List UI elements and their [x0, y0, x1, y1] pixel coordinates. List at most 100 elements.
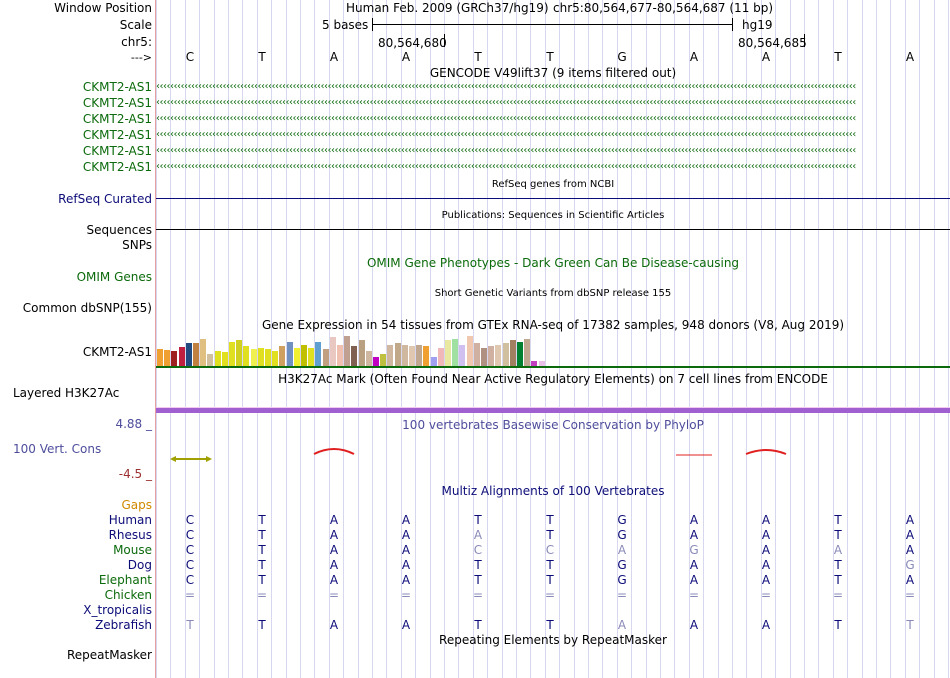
repeatmasker-label[interactable]: RepeatMasker — [66, 648, 152, 662]
alignment-base: T — [906, 618, 914, 632]
refseq-label[interactable]: RefSeq Curated — [58, 192, 152, 206]
gtex-tissue-bar[interactable] — [293, 348, 300, 366]
gtex-tissue-bar[interactable] — [229, 342, 235, 366]
gtex-tissue-bar[interactable] — [265, 349, 271, 366]
refseq-gene-line[interactable] — [156, 198, 950, 199]
gtex-tissue-bar[interactable] — [365, 351, 372, 366]
gtex-tissue-bar[interactable] — [308, 348, 315, 366]
alignment-base: T — [834, 573, 842, 587]
gtex-tissue-bar[interactable] — [279, 346, 286, 366]
alignment-base: T — [474, 558, 482, 572]
gtex-tissue-bar[interactable] — [437, 348, 444, 366]
gencode-item-label[interactable]: CKMT2-AS1 — [82, 128, 152, 142]
gtex-tissue-bar[interactable] — [178, 347, 185, 366]
gtex-expression-bars[interactable] — [156, 332, 950, 366]
gtex-tissue-bar[interactable] — [214, 351, 221, 366]
alignment-base: A — [329, 513, 339, 527]
species-label-rhesus[interactable]: Rhesus — [108, 528, 152, 542]
gtex-tissue-bar[interactable] — [430, 357, 437, 366]
gtex-tissue-bar[interactable] — [351, 346, 358, 366]
alignment-base: A — [329, 528, 339, 542]
gtex-tissue-bar[interactable] — [380, 354, 387, 366]
gtex-tissue-bar[interactable] — [301, 345, 307, 366]
gtex-tissue-bar[interactable] — [272, 351, 279, 366]
h3k27ac-signal[interactable] — [156, 407, 950, 413]
gtex-tissue-bar[interactable] — [243, 346, 250, 366]
gtex-tissue-bar[interactable] — [322, 349, 329, 366]
gtex-tissue-bar[interactable] — [200, 339, 207, 366]
gtex-tissue-bar[interactable] — [466, 336, 473, 366]
gtex-tissue-bar[interactable] — [164, 350, 171, 366]
gtex-tissue-bar[interactable] — [481, 348, 487, 366]
gencode-transcript[interactable]: ‹‹‹‹‹‹‹‹‹‹‹‹‹‹‹‹‹‹‹‹‹‹‹‹‹‹‹‹‹‹‹‹‹‹‹‹‹‹‹‹… — [156, 113, 856, 124]
phylop-plot[interactable] — [156, 440, 950, 470]
gencode-item-label[interactable]: CKMT2-AS1 — [82, 96, 152, 110]
gtex-tissue-bar[interactable] — [257, 348, 264, 366]
gtex-tissue-bar[interactable] — [157, 349, 163, 366]
gencode-transcript[interactable]: ‹‹‹‹‹‹‹‹‹‹‹‹‹‹‹‹‹‹‹‹‹‹‹‹‹‹‹‹‹‹‹‹‹‹‹‹‹‹‹‹… — [156, 81, 856, 92]
gtex-tissue-bar[interactable] — [344, 336, 351, 366]
gtex-tissue-bar[interactable] — [387, 345, 394, 366]
species-label-elephant[interactable]: Elephant — [98, 573, 152, 587]
gtex-tissue-bar[interactable] — [416, 345, 423, 366]
snps-label[interactable]: SNPs — [122, 238, 152, 252]
gtex-tissue-bar[interactable] — [409, 346, 415, 366]
gtex-tissue-bar[interactable] — [445, 340, 451, 366]
gtex-tissue-bar[interactable] — [286, 342, 293, 366]
gtex-tissue-bar[interactable] — [236, 340, 243, 366]
species-label-zebrafish[interactable]: Zebrafish — [95, 618, 152, 632]
gtex-tissue-bar[interactable] — [423, 346, 430, 366]
gtex-tissue-bar[interactable] — [315, 342, 322, 366]
species-label-chicken[interactable]: Chicken — [104, 588, 152, 602]
gtex-tissue-bar[interactable] — [531, 361, 538, 366]
alignment-base: A — [617, 618, 627, 632]
gtex-tissue-bar[interactable] — [373, 357, 379, 366]
gtex-tissue-bar[interactable] — [524, 339, 531, 366]
strand-label[interactable]: ---> — [130, 51, 152, 64]
gencode-transcript[interactable]: ‹‹‹‹‹‹‹‹‹‹‹‹‹‹‹‹‹‹‹‹‹‹‹‹‹‹‹‹‹‹‹‹‹‹‹‹‹‹‹‹… — [156, 145, 856, 156]
publications-line[interactable] — [156, 229, 950, 230]
gencode-transcript[interactable]: ‹‹‹‹‹‹‹‹‹‹‹‹‹‹‹‹‹‹‹‹‹‹‹‹‹‹‹‹‹‹‹‹‹‹‹‹‹‹‹‹… — [156, 161, 856, 172]
gtex-tissue-bar[interactable] — [517, 342, 523, 366]
gtex-tissue-bar[interactable] — [452, 339, 459, 366]
gtex-tissue-bar[interactable] — [488, 346, 495, 366]
phylop-label[interactable]: 100 Vert. Cons — [13, 442, 102, 456]
species-label-mouse[interactable]: Mouse — [113, 543, 152, 557]
gtex-tissue-bar[interactable] — [185, 343, 192, 366]
gtex-tissue-bar[interactable] — [509, 340, 516, 366]
alignment-base: = — [400, 588, 412, 602]
gtex-tissue-bar[interactable] — [358, 340, 365, 366]
gencode-item-label[interactable]: CKMT2-AS1 — [82, 144, 152, 158]
gaps-label[interactable]: Gaps — [121, 498, 152, 512]
gtex-tissue-bar[interactable] — [495, 345, 502, 366]
omim-label[interactable]: OMIM Genes — [76, 270, 152, 284]
dbsnp-label[interactable]: Common dbSNP(155) — [22, 301, 152, 315]
gtex-tissue-bar[interactable] — [401, 345, 408, 366]
scale-bar-start — [372, 18, 373, 31]
gtex-tissue-bar[interactable] — [193, 343, 199, 366]
gencode-transcript[interactable]: ‹‹‹‹‹‹‹‹‹‹‹‹‹‹‹‹‹‹‹‹‹‹‹‹‹‹‹‹‹‹‹‹‹‹‹‹‹‹‹‹… — [156, 129, 856, 140]
alignment-base: A — [401, 558, 411, 572]
gtex-tissue-bar[interactable] — [171, 351, 178, 366]
species-label-dog[interactable]: Dog — [127, 558, 152, 572]
gtex-label[interactable]: CKMT2-AS1 — [82, 345, 152, 359]
species-label-xtropicalis[interactable]: X_tropicalis — [83, 603, 152, 617]
sequences-label[interactable]: Sequences — [86, 223, 152, 237]
gencode-transcript[interactable]: ‹‹‹‹‹‹‹‹‹‹‹‹‹‹‹‹‹‹‹‹‹‹‹‹‹‹‹‹‹‹‹‹‹‹‹‹‹‹‹‹… — [156, 97, 856, 108]
gtex-tissue-bar[interactable] — [394, 343, 401, 366]
gtex-tissue-bar[interactable] — [207, 354, 214, 366]
gtex-tissue-bar[interactable] — [538, 361, 545, 366]
h3k27ac-label[interactable]: Layered H3K27Ac — [13, 386, 120, 400]
gtex-tissue-bar[interactable] — [329, 337, 336, 366]
gencode-item-label[interactable]: CKMT2-AS1 — [82, 160, 152, 174]
gtex-tissue-bar[interactable] — [250, 349, 257, 366]
gtex-tissue-bar[interactable] — [502, 343, 509, 366]
gtex-tissue-bar[interactable] — [337, 345, 343, 366]
species-label-human[interactable]: Human — [108, 513, 152, 527]
gtex-tissue-bar[interactable] — [473, 343, 480, 366]
gtex-tissue-bar[interactable] — [221, 352, 228, 366]
gencode-item-label[interactable]: CKMT2-AS1 — [82, 112, 152, 126]
gtex-tissue-bar[interactable] — [459, 345, 466, 366]
gencode-item-label[interactable]: CKMT2-AS1 — [82, 80, 152, 94]
track-area[interactable]: Human Feb. 2009 (GRCh37/hg19) chr5:80,56… — [156, 0, 950, 678]
